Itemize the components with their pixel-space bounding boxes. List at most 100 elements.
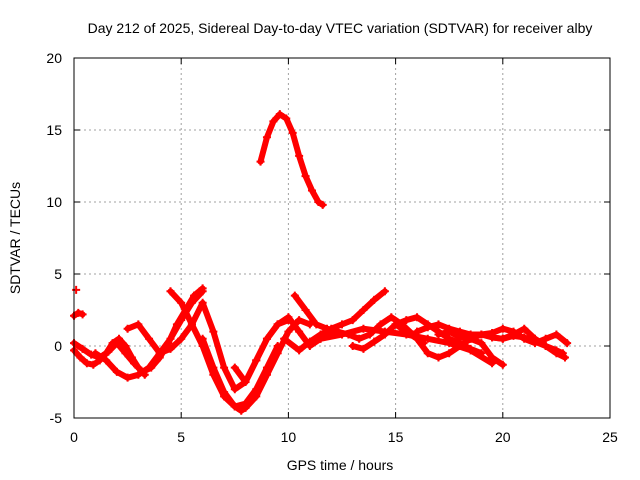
data-point (177, 316, 186, 325)
series-sat-r (70, 308, 87, 320)
data-point (380, 330, 389, 339)
data-point (241, 403, 250, 412)
x-axis-label: GPS time / hours (287, 457, 394, 473)
data-point (121, 349, 130, 358)
data-point (359, 306, 368, 314)
data-point (187, 298, 196, 307)
series-sat-q (72, 285, 81, 294)
data-point (509, 331, 518, 340)
data-point (273, 320, 282, 329)
data-point (370, 295, 379, 304)
series-trace (199, 317, 313, 414)
data-point (273, 349, 282, 358)
data-point (455, 342, 464, 350)
series-trace (281, 288, 388, 354)
data-points (70, 110, 572, 415)
data-point (275, 110, 284, 119)
data-point (230, 402, 239, 411)
y-tick-label: 10 (46, 194, 62, 210)
series-sat-g (230, 313, 336, 386)
data-point (318, 200, 327, 209)
data-point (370, 337, 379, 346)
data-point (434, 330, 443, 339)
data-point (145, 334, 154, 343)
data-point (445, 349, 454, 358)
data-point (413, 313, 422, 322)
data-point (112, 367, 121, 376)
data-point (541, 334, 550, 343)
data-point (130, 359, 139, 368)
data-point (198, 287, 207, 296)
data-point (123, 324, 132, 333)
data-point (541, 342, 550, 350)
data-point (316, 334, 325, 343)
data-point (423, 334, 432, 343)
data-point (252, 392, 261, 401)
data-point (520, 333, 529, 342)
data-point (74, 308, 83, 317)
y-axis-label: SDTVAR / TECUs (7, 182, 23, 294)
data-point (220, 388, 229, 397)
data-point (477, 339, 486, 348)
data-point (445, 334, 454, 343)
series-trace (231, 314, 335, 385)
data-point (307, 186, 316, 195)
data-point (498, 360, 507, 369)
data-point (359, 344, 368, 353)
data-point (166, 287, 175, 296)
data-point (338, 320, 346, 329)
data-point (488, 353, 497, 362)
axis-ticks: 0 5 10 15 20 25 -5 0 5 10 15 20 (46, 50, 618, 445)
data-point (477, 349, 486, 358)
x-tick-label: 15 (388, 429, 404, 445)
y-tick-label: -5 (50, 410, 63, 426)
data-point (301, 306, 310, 314)
series-sat-p (488, 331, 567, 358)
data-point (237, 406, 246, 415)
data-point (78, 344, 87, 353)
y-tick-label: 0 (54, 338, 62, 354)
data-point (434, 320, 443, 329)
data-point (423, 323, 432, 332)
data-point (552, 346, 561, 355)
x-tick-label: 20 (495, 429, 511, 445)
data-point (230, 363, 239, 372)
data-point (91, 349, 100, 358)
data-point (252, 356, 261, 365)
data-point (295, 327, 304, 336)
data-point (434, 353, 443, 362)
data-point (89, 360, 98, 369)
data-point (134, 320, 143, 329)
data-point (322, 324, 331, 333)
series-sat-h (256, 110, 327, 209)
data-point (295, 151, 304, 160)
data-point (402, 327, 411, 336)
data-point (123, 373, 132, 382)
data-point (563, 339, 572, 348)
data-point (413, 334, 422, 343)
data-point (209, 363, 218, 372)
y-tick-label: 20 (46, 50, 62, 66)
data-point (112, 339, 121, 348)
data-point (72, 285, 81, 294)
data-point (269, 117, 278, 126)
data-point (376, 320, 385, 329)
x-tick-label: 25 (602, 429, 618, 445)
data-point (359, 324, 368, 333)
data-point (445, 327, 454, 336)
data-point (166, 334, 175, 343)
data-point (314, 198, 323, 206)
data-point (466, 334, 475, 343)
data-point (498, 334, 507, 343)
data-point (145, 363, 154, 372)
data-point (230, 385, 239, 394)
data-point (552, 330, 561, 339)
data-point (498, 324, 507, 333)
data-point (380, 287, 389, 296)
data-point (558, 349, 567, 358)
data-point (220, 363, 229, 372)
data-point (301, 172, 310, 181)
data-point (78, 310, 87, 319)
data-point (423, 349, 432, 358)
